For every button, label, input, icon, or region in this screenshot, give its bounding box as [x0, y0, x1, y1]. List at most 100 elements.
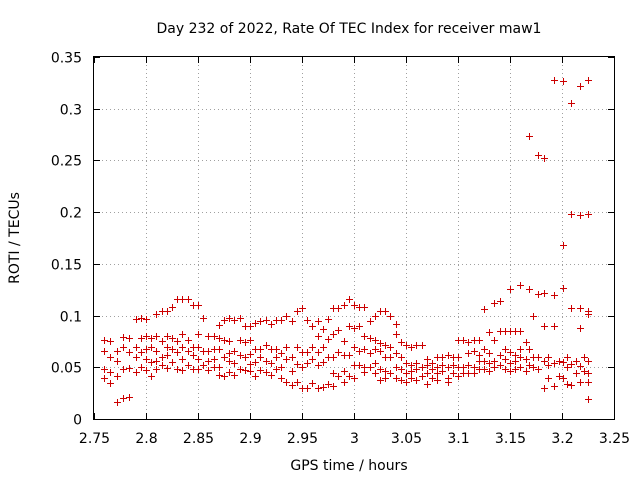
data-point [174, 349, 181, 356]
data-point [424, 356, 431, 363]
y-axis-label: ROTI / TECUs [7, 192, 23, 284]
data-point [497, 362, 504, 369]
data-point [138, 364, 145, 371]
y-tick-label: 0.25 [51, 154, 82, 170]
data-point [585, 379, 592, 386]
data-point [460, 337, 467, 344]
data-point [315, 385, 322, 392]
data-point [577, 212, 584, 219]
data-point [179, 331, 186, 338]
data-point [294, 379, 301, 386]
data-point [361, 346, 368, 353]
plot-frame [93, 56, 615, 420]
data-point [226, 369, 233, 376]
data-point [252, 373, 259, 380]
data-point [424, 370, 431, 377]
data-point [247, 337, 254, 344]
data-point [573, 358, 580, 365]
data-point [356, 348, 363, 355]
data-point [126, 349, 133, 356]
data-point [439, 368, 446, 375]
data-point [101, 375, 108, 382]
data-point [465, 339, 472, 346]
data-point [455, 354, 462, 361]
data-point [153, 333, 160, 340]
data-point [419, 342, 426, 349]
data-point [535, 366, 542, 373]
data-point [545, 354, 552, 361]
data-point [361, 333, 368, 340]
data-point [195, 366, 202, 373]
data-point [330, 331, 337, 338]
data-point [564, 381, 571, 388]
data-point [148, 335, 155, 342]
data-point [434, 364, 441, 371]
data-point [541, 385, 548, 392]
data-point [304, 360, 311, 367]
data-point [577, 83, 584, 90]
data-point [242, 354, 249, 361]
data-point [315, 333, 322, 340]
data-point [393, 364, 400, 371]
data-point [564, 364, 571, 371]
data-point [551, 360, 558, 367]
data-point [486, 368, 493, 375]
data-point [185, 337, 192, 344]
data-point [101, 348, 108, 355]
data-point [133, 316, 140, 323]
y-tick-label: 0.1 [60, 310, 82, 326]
x-tick-label: 3.15 [495, 431, 526, 447]
x-tick-label: 3.25 [599, 431, 630, 447]
data-point [273, 346, 280, 353]
data-point [315, 349, 322, 356]
data-point [289, 382, 296, 389]
data-point [439, 362, 446, 369]
data-point [351, 325, 358, 332]
data-point [551, 77, 558, 84]
data-point [226, 338, 233, 345]
data-point [309, 323, 316, 330]
data-point [541, 155, 548, 162]
data-point [169, 304, 176, 311]
data-point [512, 366, 519, 373]
data-point [523, 339, 530, 346]
y-tick-label: 0.35 [51, 51, 82, 67]
data-point [568, 305, 575, 312]
data-point [325, 336, 332, 343]
data-point [126, 394, 133, 401]
data-point [299, 364, 306, 371]
data-point [377, 366, 384, 373]
data-point [273, 366, 280, 373]
data-point [330, 354, 337, 361]
data-point [237, 352, 244, 359]
data-point [346, 296, 353, 303]
data-point [159, 354, 166, 361]
data-point [325, 381, 332, 388]
data-point [403, 360, 410, 367]
data-point [377, 340, 384, 347]
data-point [445, 364, 452, 371]
data-point [143, 316, 150, 323]
data-point [372, 346, 379, 353]
data-point [143, 346, 150, 353]
data-point [242, 339, 249, 346]
data-point [393, 375, 400, 382]
data-point [247, 323, 254, 330]
data-point [398, 377, 405, 384]
y-tick-label: 0.2 [60, 206, 82, 222]
x-tick-label: 2.85 [183, 431, 214, 447]
data-point [419, 373, 426, 380]
x-tick-label: 2.95 [287, 431, 318, 447]
data-point [560, 359, 567, 366]
data-point [289, 354, 296, 361]
data-point [429, 375, 436, 382]
data-point [335, 373, 342, 380]
x-tick-label: 3.1 [447, 431, 469, 447]
data-point [568, 100, 575, 107]
data-point [408, 344, 415, 351]
data-point [133, 344, 140, 351]
data-point [372, 337, 379, 344]
data-point [242, 367, 249, 374]
data-point [263, 369, 270, 376]
data-point [434, 370, 441, 377]
